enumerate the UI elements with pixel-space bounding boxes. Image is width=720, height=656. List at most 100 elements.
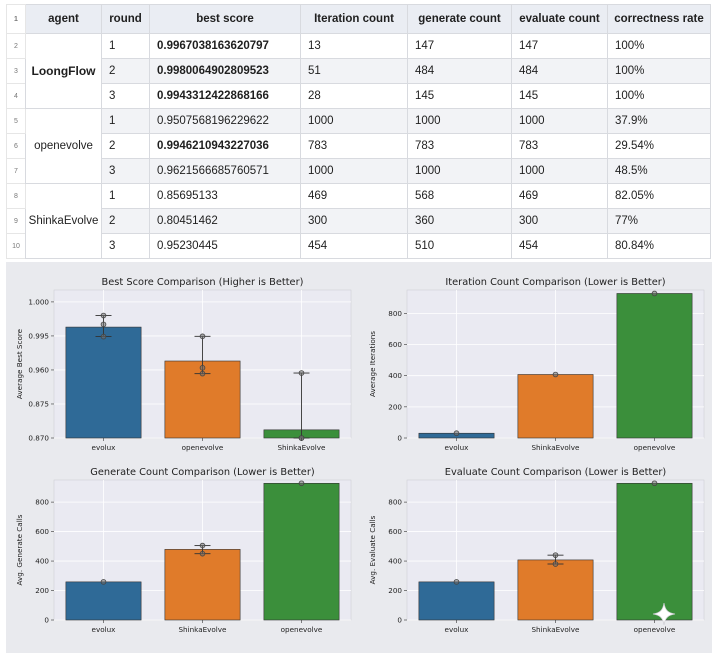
row-number: 1: [6, 4, 26, 34]
best-score-cell[interactable]: 0.9946210943227036: [149, 133, 301, 159]
generate-count-cell[interactable]: 1000: [407, 158, 512, 184]
correctness-rate-cell[interactable]: 82.05%: [607, 183, 711, 209]
correctness-rate-cell[interactable]: 100%: [607, 33, 711, 59]
iteration-count-cell[interactable]: 300: [300, 208, 408, 234]
best-score-cell[interactable]: 0.9967038163620797: [149, 33, 301, 59]
bar-evolux[interactable]: [418, 581, 495, 621]
y-tick-label: 0.960: [28, 365, 49, 374]
iteration-count-cell[interactable]: 1000: [300, 108, 408, 134]
x-tick-label: openevolve: [281, 625, 323, 634]
best-score-cell[interactable]: 0.95230445: [149, 233, 301, 259]
bar-openevolve[interactable]: [616, 482, 693, 621]
evaluate-count-cell[interactable]: 484: [511, 58, 608, 84]
bar-evolux[interactable]: [65, 581, 142, 621]
y-tick-label: 200: [388, 402, 402, 411]
chart-title: Best Score Comparison (Higher is Better): [102, 277, 304, 288]
round-cell[interactable]: 3: [101, 83, 150, 109]
best-score-cell[interactable]: 0.9621566685760571: [149, 158, 301, 184]
evaluate-count-cell[interactable]: 300: [511, 208, 608, 234]
y-tick-label: 200: [35, 586, 49, 595]
iteration-count-cell[interactable]: 454: [300, 233, 408, 259]
header-best-score[interactable]: best score: [149, 4, 301, 34]
best-score-cell[interactable]: 0.9980064902809523: [149, 58, 301, 84]
best-score-cell[interactable]: 0.80451462: [149, 208, 301, 234]
generate-count-cell[interactable]: 783: [407, 133, 512, 159]
header-agent[interactable]: agent: [25, 4, 102, 34]
iteration-count-cell[interactable]: 13: [300, 33, 408, 59]
evaluate-count-cell[interactable]: 145: [511, 83, 608, 109]
evaluate-count-cell[interactable]: 783: [511, 133, 608, 159]
data-point: [199, 542, 206, 549]
bar-openevolve[interactable]: [263, 482, 340, 621]
bar-shinkaevolve[interactable]: [517, 559, 594, 621]
correctness-rate-cell[interactable]: 100%: [607, 58, 711, 84]
correctness-rate-cell[interactable]: 100%: [607, 83, 711, 109]
header-round[interactable]: round: [101, 4, 150, 34]
header-correctness-rate[interactable]: correctness rate: [607, 4, 711, 34]
y-tick-label: 0: [397, 616, 402, 625]
round-cell[interactable]: 2: [101, 208, 150, 234]
agent-cell[interactable]: LoongFlow: [25, 33, 102, 109]
table-row: 8 ShinkaEvolve 1 0.85695133 469 568 469 82.05%: [6, 183, 711, 259]
table-row: 2 LoongFlow 1 0.9967038163620797 13 147 147 100…: [6, 33, 711, 109]
bar-openevolve[interactable]: [616, 293, 693, 439]
evaluate-count-cell[interactable]: 147: [511, 33, 608, 59]
x-tick-label: ShinkaEvolve: [179, 625, 228, 634]
generate-count-cell[interactable]: 360: [407, 208, 512, 234]
generate-count-cell[interactable]: 484: [407, 58, 512, 84]
table-row: 9 2 0.80451462 300 360 300 77%: [6, 208, 711, 234]
correctness-rate-cell[interactable]: 80.84%: [607, 233, 711, 259]
generate-count-cell[interactable]: 145: [407, 83, 512, 109]
iteration-count-cell[interactable]: 783: [300, 133, 408, 159]
y-tick-label: 0.870: [28, 434, 49, 443]
x-tick-label: ShinkaEvolve: [278, 443, 327, 452]
header-evaluate-count[interactable]: evaluate count: [511, 4, 608, 34]
y-tick-label: 1.000: [28, 297, 49, 306]
data-point: [453, 579, 460, 585]
evaluate-count-cell[interactable]: 1000: [511, 108, 608, 134]
x-tick-label: evolux: [92, 443, 117, 452]
bar-evolux[interactable]: [65, 326, 142, 439]
header-iteration-count[interactable]: Iteration count: [300, 4, 408, 34]
bar-shinkaevolve[interactable]: [517, 374, 594, 439]
iteration-count-cell[interactable]: 469: [300, 183, 408, 209]
correctness-rate-cell[interactable]: 48.5%: [607, 158, 711, 184]
iteration-count-cell[interactable]: 1000: [300, 158, 408, 184]
y-tick-label: 0: [397, 434, 402, 443]
evaluate-count-cell[interactable]: 1000: [511, 158, 608, 184]
agent-cell[interactable]: ShinkaEvolve: [25, 183, 102, 259]
data-point: [199, 370, 206, 377]
round-cell[interactable]: 3: [101, 158, 150, 184]
correctness-rate-cell[interactable]: 77%: [607, 208, 711, 234]
round-cell[interactable]: 1: [101, 183, 150, 209]
generate-count-cell[interactable]: 510: [407, 233, 512, 259]
iteration-count-cell[interactable]: 51: [300, 58, 408, 84]
round-cell[interactable]: 3: [101, 233, 150, 259]
evaluate-count-cell[interactable]: 469: [511, 183, 608, 209]
agent-cell[interactable]: openevolve: [25, 108, 102, 184]
iteration-count-cell[interactable]: 28: [300, 83, 408, 109]
chart-title: Generate Count Comparison (Lower is Bett…: [90, 467, 314, 478]
bar-shinkaevolve[interactable]: [164, 549, 241, 621]
round-cell[interactable]: 2: [101, 133, 150, 159]
round-cell[interactable]: 1: [101, 33, 150, 59]
best-score-cell[interactable]: 0.9507568196229622: [149, 108, 301, 134]
data-point: [552, 561, 559, 567]
generate-count-cell[interactable]: 147: [407, 33, 512, 59]
y-axis-label: Avg. Evaluate Calls: [368, 515, 377, 584]
header-generate-count[interactable]: generate count: [407, 4, 512, 34]
data-point: [453, 430, 460, 437]
correctness-rate-cell[interactable]: 29.54%: [607, 133, 711, 159]
generate-count-cell[interactable]: 568: [407, 183, 512, 209]
row-number: 4: [6, 83, 26, 109]
best-score-cell[interactable]: 0.9943312422868166: [149, 83, 301, 109]
best-score-cell[interactable]: 0.85695133: [149, 183, 301, 209]
generate-count-cell[interactable]: 1000: [407, 108, 512, 134]
y-tick-label: 400: [388, 557, 402, 566]
evaluate-count-cell[interactable]: 454: [511, 233, 608, 259]
data-point: [199, 550, 206, 557]
y-tick-label: 800: [35, 498, 49, 507]
round-cell[interactable]: 1: [101, 108, 150, 134]
correctness-rate-cell[interactable]: 37.9%: [607, 108, 711, 134]
round-cell[interactable]: 2: [101, 58, 150, 84]
